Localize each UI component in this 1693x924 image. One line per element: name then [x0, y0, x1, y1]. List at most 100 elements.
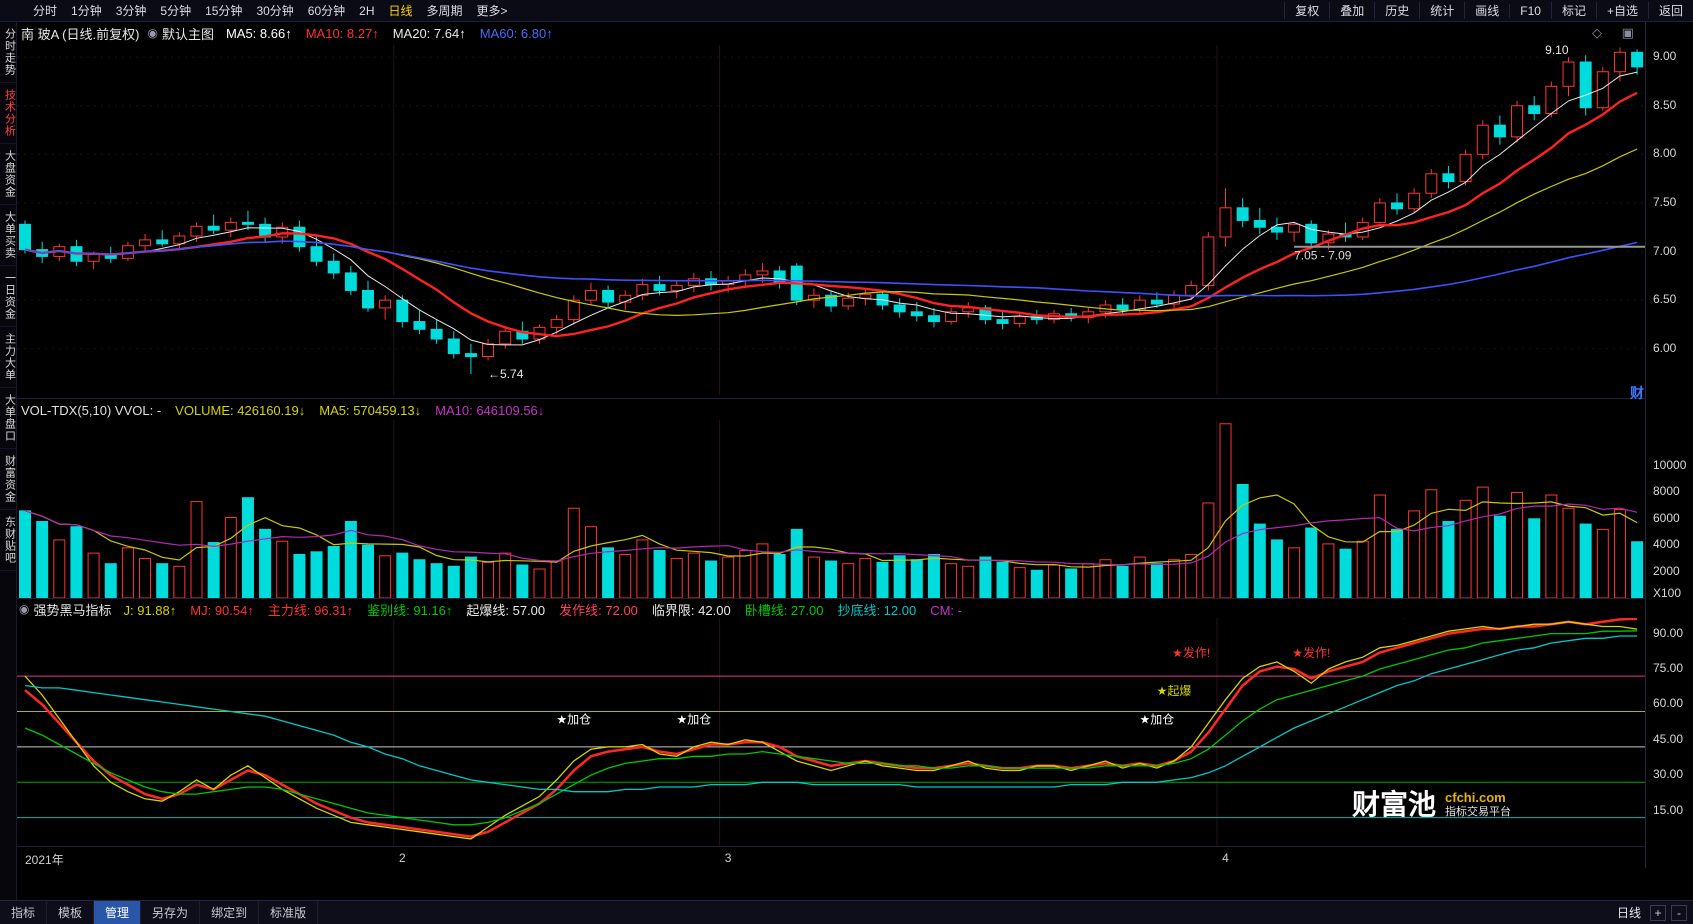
indicator-tick: 45.00: [1653, 731, 1684, 746]
zoom-in-button[interactable]: +: [1650, 904, 1666, 921]
bottom-tab-2[interactable]: 管理: [94, 901, 142, 924]
watermark-tagline: 指标交易平台: [1445, 805, 1512, 818]
ma-label-2: MA20: 7.64↑: [392, 25, 466, 41]
chart-corner-icons[interactable]: ◇ ▣: [1592, 25, 1642, 40]
svg-text:★加仓: ★加仓: [676, 712, 711, 726]
panel-separator: [17, 598, 1645, 599]
price-tick: 9.00: [1653, 49, 1677, 64]
month-label-2: 3: [724, 851, 732, 865]
indicator-tick: 60.00: [1653, 696, 1684, 711]
indicator-label-0: J: 91.88↑: [123, 602, 177, 618]
indicator-label-9: CM: -: [930, 602, 962, 618]
period-tab-9[interactable]: 多周期: [426, 4, 463, 18]
sidebar-item-8[interactable]: 东财贴吧: [0, 510, 17, 571]
price-tick: 6.00: [1653, 340, 1677, 355]
toolbar-action-4[interactable]: 画线: [1464, 2, 1509, 19]
bottom-tab-5[interactable]: 标准版: [259, 901, 319, 924]
volume-tick: 8000: [1653, 484, 1680, 499]
period-tab-1[interactable]: 1分钟: [71, 4, 102, 18]
month-label-0: 2021年: [25, 853, 64, 867]
toolbar-action-3[interactable]: 统计: [1419, 2, 1464, 19]
period-tab-2[interactable]: 3分钟: [115, 4, 147, 18]
indicator-tick: 30.00: [1653, 767, 1684, 782]
overlay-indicator-icon[interactable]: ◉: [147, 26, 158, 40]
volume-label-2: MA5: 570459.13↓: [319, 402, 422, 418]
volume-label-3: MA10: 646109.56↓: [435, 402, 545, 418]
volume-label-1: VOLUME: 426160.19↓: [175, 402, 306, 418]
ma-label-0: MA5: 8.66↑: [225, 25, 292, 41]
volume-label-0: VOL-TDX(5,10) VVOL: -: [21, 402, 162, 418]
sidebar-item-5[interactable]: 主力大单: [0, 327, 17, 388]
toolbar-action-5[interactable]: F10: [1509, 3, 1551, 18]
sidebar-item-6[interactable]: 大单盘口: [0, 388, 17, 449]
period-tab-5[interactable]: 30分钟: [256, 4, 294, 18]
price-tick: 8.00: [1653, 146, 1677, 161]
indicator-collapse-icon[interactable]: ◉: [19, 602, 30, 616]
sidebar-item-0[interactable]: 分时走势: [0, 22, 17, 83]
volume-tick: 6000: [1653, 510, 1680, 525]
period-tab-6[interactable]: 60分钟: [307, 4, 346, 18]
period-tab-4[interactable]: 15分钟: [205, 4, 243, 18]
period-tabs: 分时 1分钟 3分钟 5分钟 15分钟 30分钟 60分钟 2H 日线 多周期 更多>: [26, 2, 515, 19]
indicator-tick: 75.00: [1653, 661, 1684, 675]
indicator-label-3: 鉴别线: 91.16↑: [367, 602, 453, 618]
period-tab-10[interactable]: 更多>: [476, 4, 508, 18]
toolbar-action-8[interactable]: 返回: [1647, 2, 1693, 19]
toolbar-action-1[interactable]: 叠加: [1329, 2, 1374, 19]
toolbar-action-7[interactable]: +自选: [1595, 2, 1648, 19]
sidebar-item-3[interactable]: 大单买卖: [0, 205, 17, 266]
indicator-label-6: 临界限: 42.00: [651, 602, 731, 618]
indicator-label-8: 抄底线: 12.00: [837, 602, 917, 618]
candlestick-chart[interactable]: 9.10 ←5.74 7.05 - 7.09: [17, 45, 1645, 395]
indicator-label-7: 卧槽线: 27.00: [744, 602, 824, 618]
month-label-3: 4: [1222, 851, 1229, 865]
indicator-chart[interactable]: ★加仓 ★加仓 ★加仓 ★起爆 ★发作! ★发作! ★风险: [17, 618, 1645, 846]
bottom-tab-4[interactable]: 绑定到: [200, 901, 260, 924]
indicator-label-1: MJ: 90.54↑: [190, 602, 254, 618]
stock-title[interactable]: 南 玻A (日线.前复权): [21, 26, 140, 42]
indicator-label-4: 起爆线: 57.00: [466, 602, 546, 618]
bottom-tabbar: 指标 模板 管理 另存为 绑定到 标准版 日线 + -: [0, 900, 1693, 924]
overlay-label[interactable]: 默认主图: [161, 26, 214, 42]
toolbar-action-6[interactable]: 标记: [1550, 2, 1596, 19]
ma-value-labels: MA5: 8.66↑ MA10: 8.27↑ MA20: 7.64↑ MA60: 6.…: [226, 26, 567, 41]
volume-unit: X100: [1653, 586, 1682, 600]
left-sidebar: 分时走势 技术分析 大盘资金 大单买卖 一日资金 主力大单 大单盘口 财富资金 东财贴吧: [0, 22, 17, 902]
indicator-value-labels: J: 91.88↑ MJ: 90.54↑ 主力线: 96.31↑ 鉴别线: 91.16…: [124, 600, 977, 618]
ma-label-3: MA60: 6.80↑: [479, 25, 553, 41]
date-axis: 2021年 2 3 4: [17, 848, 1645, 868]
bottom-tab-1[interactable]: 模板: [47, 901, 95, 924]
volume-tick: 2000: [1653, 563, 1680, 578]
period-tab-3[interactable]: 5分钟: [160, 4, 192, 18]
volume-tick: 4000: [1653, 537, 1680, 552]
month-label-1: 2: [398, 851, 406, 865]
bottom-tab-0[interactable]: 指标: [0, 901, 48, 924]
zoom-out-button[interactable]: -: [1671, 904, 1687, 921]
indicator-label-2: 主力线: 96.31↑: [267, 602, 354, 618]
sidebar-item-4[interactable]: 一日资金: [0, 266, 17, 327]
sidebar-item-7[interactable]: 财富资金: [0, 449, 17, 510]
sidebar-item-2[interactable]: 大盘资金: [0, 144, 17, 205]
price-tick: 6.50: [1653, 292, 1677, 307]
svg-text:★发作!: ★发作!: [1292, 645, 1330, 660]
toolbar-action-0[interactable]: 复权: [1284, 2, 1329, 19]
cai-badge-icon[interactable]: 财: [1630, 385, 1644, 401]
indicator-name[interactable]: 强势黑马指标: [33, 602, 112, 618]
period-tab-8[interactable]: 日线: [388, 4, 413, 18]
period-label[interactable]: 日线: [1616, 906, 1641, 920]
ma-label-1: MA10: 8.27↑: [305, 25, 379, 41]
bottom-right-controls: 日线 + -: [1617, 901, 1693, 924]
price-axis[interactable]: 9.00 8.50 8.00 7.50 7.00 6.50 6.00 10000 8000 600…: [1645, 22, 1693, 868]
svg-text:★风险: ★风险: [1380, 618, 1415, 620]
period-tab-0[interactable]: 分时: [33, 4, 58, 18]
volume-header: VOL-TDX(5,10) VVOL: - VOLUME: 426160.19↓ M…: [17, 400, 1645, 420]
svg-text:←5.74: ←5.74: [488, 367, 524, 381]
top-toolbar: 分时 1分钟 3分钟 5分钟 15分钟 30分钟 60分钟 2H 日线 多周期 更多> 复权 叠加 历史…: [0, 0, 1693, 22]
period-tab-7[interactable]: 2H: [359, 3, 375, 18]
sidebar-item-1[interactable]: 技术分析: [0, 83, 17, 144]
volume-chart[interactable]: [17, 420, 1645, 598]
bottom-tab-3[interactable]: 另存为: [141, 901, 201, 924]
toolbar-action-2[interactable]: 历史: [1374, 2, 1419, 19]
watermark: 财富池 cfchi.com 指标交易平台: [1352, 790, 1512, 820]
